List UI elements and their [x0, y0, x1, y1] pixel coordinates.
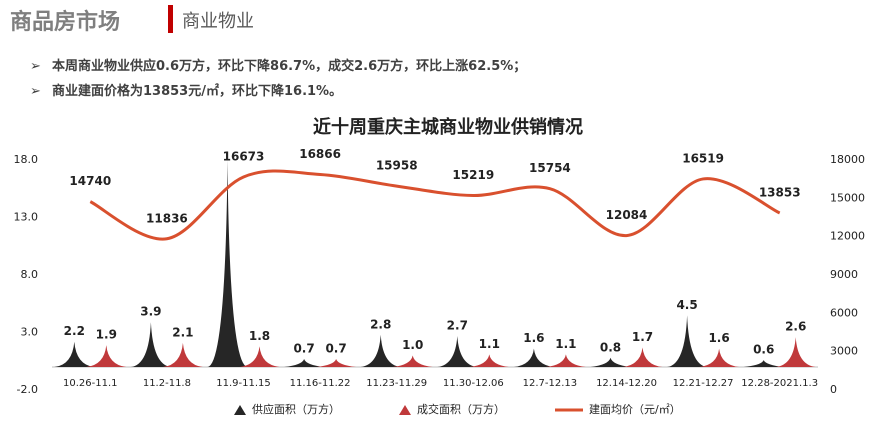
data-label: 15219 [452, 168, 494, 182]
data-label: 13853 [759, 185, 801, 199]
data-label: 1.8 [249, 329, 270, 343]
y2-tick-label: 6000 [830, 306, 858, 319]
data-label: 0.7 [293, 341, 314, 355]
spike [622, 347, 663, 367]
bullet-text: 本周商业物业供应0.6万方，环比下降86.7%，成交2.6万方，环比上涨62.5… [52, 59, 527, 74]
data-label: 1.1 [555, 337, 576, 351]
data-label: 2.8 [370, 317, 391, 331]
data-label: 1.1 [479, 337, 500, 351]
x-tick-label: 12.21-12.27 [673, 378, 734, 389]
data-label: 16866 [299, 147, 341, 161]
y-tick-label: 8.0 [21, 268, 39, 281]
data-label: 14740 [69, 174, 111, 188]
y2-tick-label: 12000 [830, 230, 865, 243]
y-tick-label: 3.0 [21, 326, 39, 339]
data-label: 1.0 [402, 338, 423, 352]
data-label: 1.7 [632, 330, 653, 344]
data-label: 15754 [529, 161, 571, 175]
x-tick-label: 12.7-12.13 [523, 378, 578, 389]
legend-swatch [399, 405, 411, 415]
x-tick-label: 11.23-11.29 [366, 378, 427, 389]
data-label: 2.1 [172, 325, 193, 339]
data-label: 2.6 [785, 320, 806, 334]
y2-tick-label: 0 [830, 383, 837, 396]
x-tick-label: 10.26-11.1 [63, 378, 118, 389]
spike [667, 315, 708, 367]
data-label: 2.7 [447, 318, 468, 332]
data-label: 1.6 [708, 331, 729, 345]
x-tick-label: 12.28-2021.1.3 [741, 378, 818, 389]
page-subtitle: 商业物业 [182, 11, 254, 32]
spike [360, 334, 401, 367]
spike [239, 346, 280, 367]
bullet-text: 商业建面价格为13853元/㎡，环比下降16.1%。 [52, 84, 343, 99]
spike [743, 360, 784, 367]
spike [316, 358, 357, 367]
data-label: 0.6 [753, 343, 774, 357]
price-line [89, 169, 781, 241]
x-tick-label: 11.9-11.15 [216, 378, 271, 389]
data-label: 12084 [606, 208, 648, 222]
data-label: 16519 [682, 151, 724, 165]
bullet: ➢ 本周商业物业供应0.6万方，环比下降86.7%，成交2.6万方，环比上涨62.… [30, 59, 527, 74]
y2-tick-label: 3000 [830, 345, 858, 358]
spike [437, 335, 478, 367]
y2-tick-label: 15000 [830, 191, 865, 204]
x-tick-label: 11.2-11.8 [143, 378, 191, 389]
bullet: ➢ 商业建面价格为13853元/㎡，环比下降16.1%。 [30, 84, 343, 99]
page-title: 商品房市场 [10, 10, 121, 35]
spike [775, 337, 816, 367]
legend-swatch [234, 405, 246, 415]
data-label: 0.7 [325, 341, 346, 355]
x-tick-label: 11.30-12.06 [443, 378, 504, 389]
spike [513, 348, 554, 367]
data-label: 1.9 [96, 328, 117, 342]
legend-label: 供应面积（万方） [252, 402, 340, 416]
x-tick-label: 11.16-11.22 [290, 378, 351, 389]
spike [392, 355, 433, 367]
spike [284, 358, 325, 367]
data-label: 0.8 [600, 340, 621, 354]
spike [469, 354, 510, 367]
spike [54, 341, 95, 367]
x-tick-label: 12.14-12.20 [596, 378, 657, 389]
chart-title: 近十周重庆主城商业物业供销情况 [313, 116, 583, 138]
data-label: 11836 [146, 211, 188, 225]
data-label: 3.9 [140, 305, 161, 319]
spike [86, 345, 127, 367]
y-tick-label: 13.0 [14, 211, 39, 224]
spike [545, 354, 586, 367]
spike [130, 322, 171, 367]
data-label: 4.5 [676, 298, 697, 312]
legend-label: 建面均价（元/㎡） [589, 402, 681, 416]
y2-tick-label: 18000 [830, 153, 865, 166]
data-label: 2.2 [64, 324, 85, 338]
y-tick-label: 18.0 [14, 153, 39, 166]
data-label: 15958 [376, 159, 418, 173]
legend-label: 成交面积（万方） [417, 402, 505, 416]
spike [207, 160, 248, 367]
header: 商品房市场 商业物业 [0, 0, 896, 42]
y-tick-label: -2.0 [17, 383, 38, 396]
spike [699, 348, 740, 367]
spike [590, 357, 631, 367]
data-label: 16673 [223, 149, 265, 163]
data-label: 1.6 [523, 331, 544, 345]
divider [168, 5, 173, 33]
spike [162, 342, 203, 367]
y2-tick-label: 9000 [830, 268, 858, 281]
